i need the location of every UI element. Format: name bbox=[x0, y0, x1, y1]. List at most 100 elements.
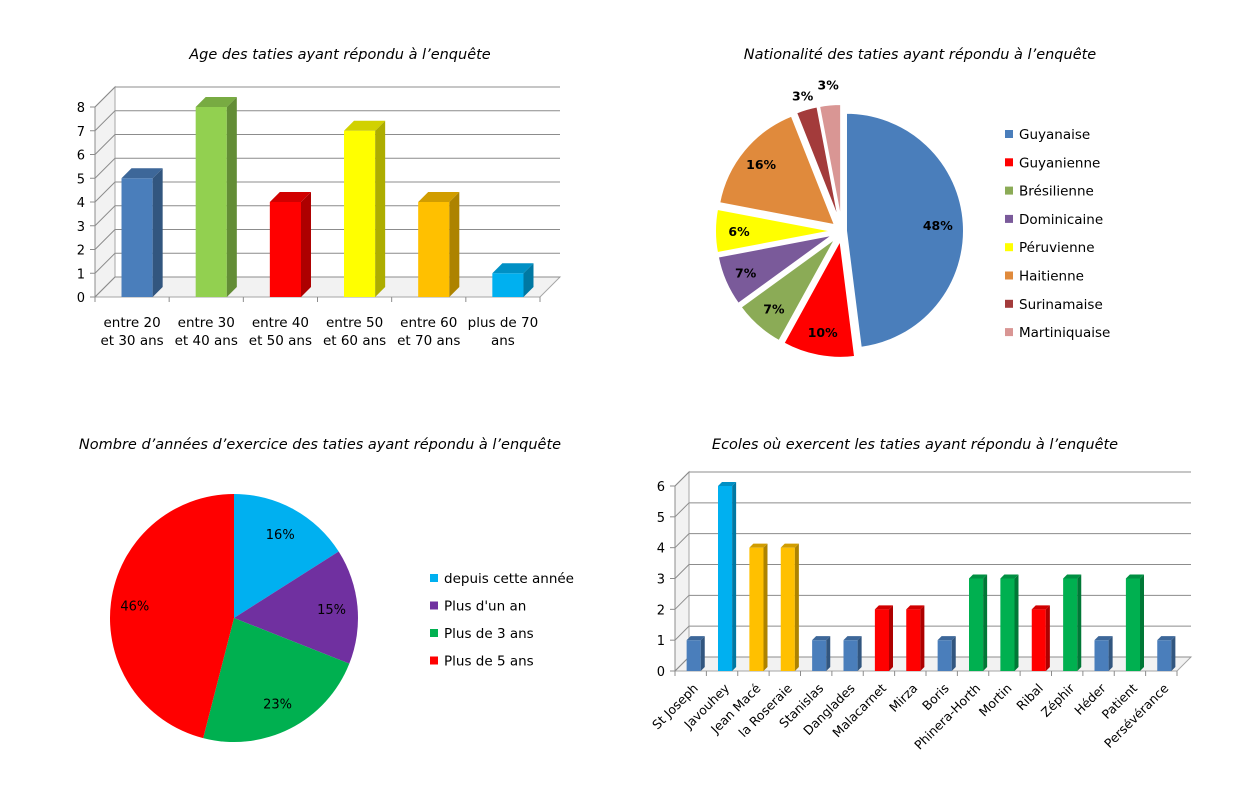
y-tick-label: 5 bbox=[657, 511, 665, 526]
legend-entry: Haitienne bbox=[1019, 269, 1084, 285]
bar-front bbox=[780, 547, 795, 671]
bar bbox=[843, 636, 862, 671]
bar-top bbox=[969, 574, 988, 579]
x-tick-label-line: et 30 ans bbox=[100, 333, 163, 349]
bar bbox=[969, 574, 988, 671]
gridline bbox=[94, 181, 560, 203]
bar-top bbox=[1157, 636, 1176, 641]
pie-slice bbox=[203, 618, 350, 742]
schools-chart-title: Ecoles où exercent les taties ayant répo… bbox=[711, 437, 1119, 453]
x-tick-label-line: entre 40 bbox=[252, 315, 309, 331]
bar-top bbox=[686, 636, 705, 641]
bar-front bbox=[1000, 578, 1015, 671]
legend-entry: Dominicaine bbox=[1019, 212, 1103, 228]
y-tick-label: 2 bbox=[77, 244, 85, 259]
bar-top bbox=[1031, 605, 1050, 610]
bar-side bbox=[1045, 605, 1050, 671]
legend-swatch bbox=[430, 601, 438, 610]
y-tick-label: 8 bbox=[77, 101, 85, 116]
pie-slice bbox=[234, 494, 339, 618]
pie-slice bbox=[716, 233, 835, 306]
gridline bbox=[674, 471, 1191, 487]
slice-label: 16% bbox=[746, 157, 776, 172]
bar-front bbox=[1125, 578, 1140, 671]
x-tick-label: Zéphir bbox=[1038, 680, 1078, 720]
bar-front bbox=[492, 273, 524, 297]
x-tick-label: entre 50 et 60 ans bbox=[323, 315, 386, 349]
bar-top bbox=[1063, 574, 1082, 579]
bar-side bbox=[523, 263, 534, 297]
bar bbox=[1157, 636, 1176, 671]
legend-entry: Plus de 5 ans bbox=[444, 654, 534, 670]
x-tick-label: Mortin bbox=[976, 681, 1015, 720]
bar-front bbox=[812, 640, 827, 671]
gridline bbox=[674, 502, 1191, 518]
legend-entry: Guyanienne bbox=[1019, 155, 1100, 171]
bar-side bbox=[888, 605, 893, 671]
x-tick-label: entre 60 et 70 ans bbox=[397, 315, 460, 349]
y-tick-label: 2 bbox=[657, 603, 665, 618]
years-chart-svg: 16% 15% 23% 46% depuis cette année Plus d'un … bbox=[110, 494, 574, 742]
legend-entry: Guyanaise bbox=[1019, 127, 1090, 143]
bar-top bbox=[906, 605, 925, 610]
bar-top bbox=[718, 482, 737, 486]
age-chart-svg: 0 1 2 3 4 5 6 7 8 entre 20 et 30 ans entre 30 et 40 … bbox=[77, 85, 562, 349]
legend-swatch bbox=[430, 656, 438, 665]
pie-slice bbox=[234, 551, 358, 664]
slice-label: 15% bbox=[317, 603, 346, 618]
bar-side bbox=[1139, 574, 1144, 671]
x-tick-label-line: et 60 ans bbox=[323, 333, 386, 349]
bar-front bbox=[195, 107, 227, 297]
bar-front bbox=[843, 640, 858, 671]
bar-front bbox=[121, 178, 153, 297]
nationality-chart-title: Nationalité des taties ayant répondu à l… bbox=[743, 47, 1097, 63]
bar-side bbox=[983, 574, 988, 671]
x-tick-label-line: ans bbox=[491, 333, 515, 349]
bar-front bbox=[749, 547, 764, 671]
bar bbox=[937, 636, 956, 671]
bar-side bbox=[449, 192, 460, 297]
legend-swatch bbox=[1005, 271, 1013, 280]
slice-label: 7% bbox=[763, 301, 785, 316]
bar-top bbox=[1094, 636, 1113, 641]
y-tick-label: 7 bbox=[77, 125, 85, 140]
bar-front bbox=[718, 486, 733, 671]
bar-top bbox=[843, 636, 862, 641]
slice-label: 3% bbox=[792, 89, 814, 104]
gridline bbox=[94, 276, 560, 298]
legend-swatch bbox=[1005, 243, 1013, 252]
legend-swatch bbox=[430, 574, 438, 582]
bar-side bbox=[826, 636, 831, 671]
bar-top bbox=[874, 605, 893, 610]
bar bbox=[874, 605, 893, 671]
y-tick-label: 1 bbox=[77, 267, 85, 282]
y-tick-label: 0 bbox=[657, 665, 665, 680]
slice-label: 16% bbox=[266, 528, 295, 543]
bar-side bbox=[226, 97, 237, 297]
bar bbox=[418, 192, 460, 297]
bar bbox=[195, 97, 237, 297]
bar bbox=[718, 482, 737, 671]
bar-side bbox=[951, 636, 956, 671]
bar-top bbox=[418, 192, 460, 202]
slice-label: 46% bbox=[120, 599, 149, 614]
bar-side bbox=[152, 168, 163, 297]
y-tick-label: 5 bbox=[77, 172, 85, 187]
legend-entry: Plus d'un an bbox=[444, 599, 526, 615]
bar-side bbox=[794, 543, 799, 671]
slice-label: 6% bbox=[728, 224, 750, 239]
bar-front bbox=[1094, 640, 1109, 671]
legend-swatch bbox=[1005, 130, 1013, 138]
gridline bbox=[674, 625, 1191, 641]
x-tick-label: entre 20 et 30 ans bbox=[100, 315, 163, 349]
legend-entry: Brésilienne bbox=[1019, 184, 1094, 200]
bar-front bbox=[1157, 640, 1172, 671]
bar-front bbox=[1031, 609, 1046, 671]
bar-side bbox=[1171, 636, 1176, 671]
bar-front bbox=[418, 202, 450, 297]
pie-slice bbox=[717, 114, 837, 227]
y-tick-label: 3 bbox=[657, 573, 665, 588]
gridline bbox=[94, 86, 560, 108]
gridline bbox=[94, 229, 560, 250]
bar bbox=[1125, 574, 1144, 671]
